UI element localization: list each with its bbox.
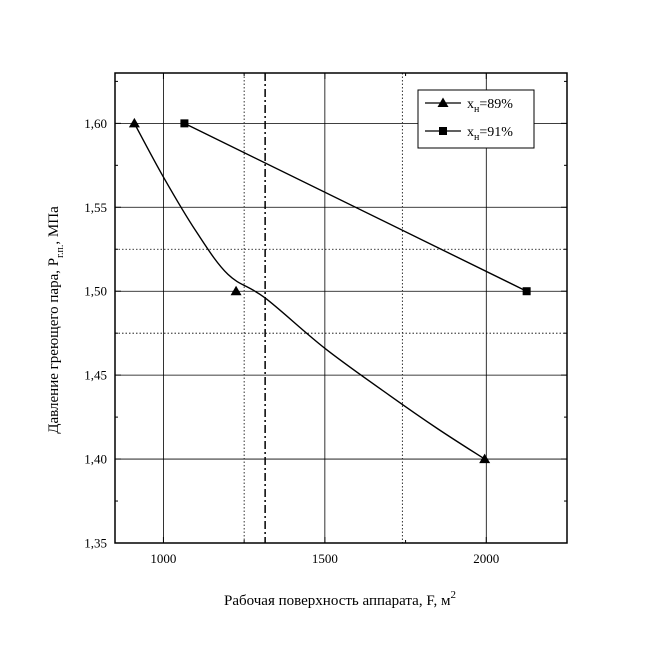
series-1-point-1: [128, 117, 140, 128]
y-tick-label-5: 1,60: [84, 116, 107, 131]
legend-series-2-suffix: =91%: [479, 125, 513, 140]
legend-label-series-2: xн=91%: [467, 125, 513, 143]
series-1-point-3: [479, 453, 491, 464]
legend: xн=89% xн=91%: [417, 89, 535, 149]
series-line-2: [184, 122, 527, 292]
series-line-1: [133, 123, 486, 460]
plot-frame: [114, 72, 568, 544]
legend-series-1-sub: н: [474, 104, 480, 115]
plot-background: [115, 73, 567, 543]
y-axis-label: Давление греющего пара, Pг.п., МПа: [46, 206, 66, 434]
series-markers: [128, 117, 531, 464]
y-axis-label-sub: г.п.: [55, 245, 66, 258]
x-axis-label: Рабочая поверхность аппарата, F, м2: [224, 589, 456, 609]
legend-series-1-suffix: =89%: [479, 97, 513, 112]
tick-labels: 1000 1500 2000 1,35 1,40 1,45 1,50 1,55 1,60: [84, 116, 499, 566]
reference-lines: [115, 73, 567, 543]
x-tick-label-1000: 1000: [150, 551, 176, 566]
legend-box: [417, 89, 535, 149]
y-tick-label-0: 1,35: [84, 536, 107, 551]
legend-marker-triangle: [437, 97, 449, 107]
series-curves: [133, 122, 527, 460]
legend-series-2-name: x: [467, 125, 474, 140]
y-tick-label-2: 1,45: [84, 368, 107, 383]
y-tick-label-4: 1,55: [84, 200, 107, 215]
y-axis-label-unit: , МПа: [46, 206, 62, 245]
y-tick-label-3: 1,50: [84, 284, 107, 299]
legend-label-series-1: xн=89%: [467, 97, 513, 115]
x-axis-label-text: Рабочая поверхность аппарата, F, м: [224, 593, 451, 609]
legend-marker-square: [439, 127, 447, 135]
x-axis-label-sup: 2: [450, 589, 456, 601]
y-tick-label-1: 1,40: [84, 452, 107, 467]
grid: [115, 73, 567, 543]
x-tick-label-1500: 1500: [312, 551, 338, 566]
series-2-point-1: [180, 119, 189, 128]
legend-series-1-name: x: [467, 97, 474, 112]
x-tick-label-2000: 2000: [473, 551, 499, 566]
legend-series-2-sub: н: [474, 132, 480, 143]
series-2-point-2: [522, 287, 531, 296]
series-1-point-2: [230, 285, 242, 296]
axis-ticks: [115, 73, 567, 544]
y-axis-label-text: Давление греющего пара, P: [46, 258, 62, 434]
